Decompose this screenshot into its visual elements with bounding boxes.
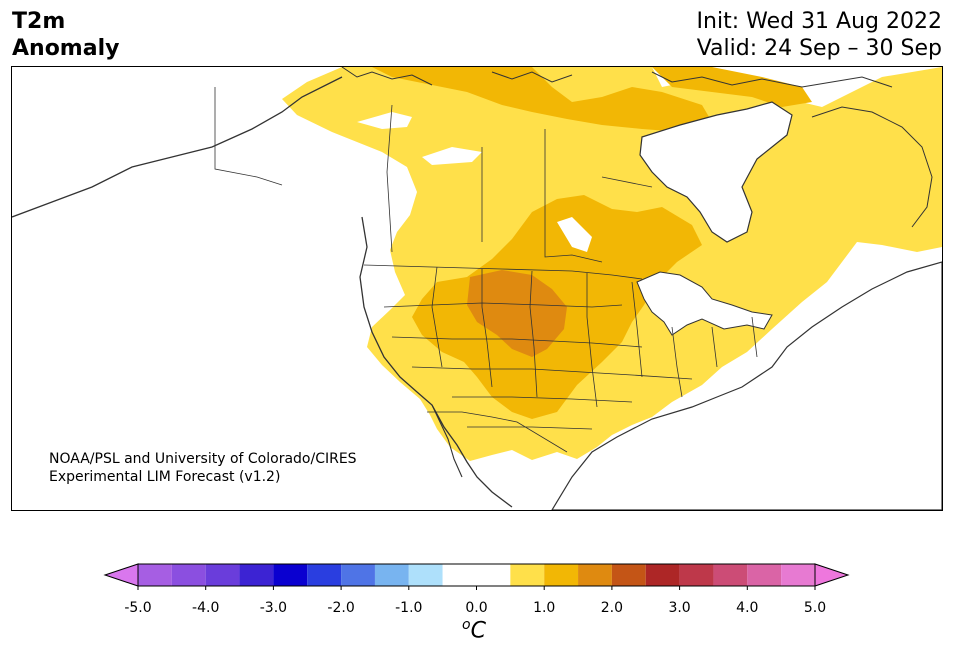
colorbar-under-arrow [103,563,139,587]
colorbar-tick-label: -2.0 [327,600,354,616]
anomaly-band-1-1p5-north [372,67,712,132]
title-line-2: Anomaly [12,36,120,61]
colorbar-bin-7 [374,564,409,586]
colorbar-bin-15 [679,564,714,586]
colorbar-bins [138,564,815,586]
valid-range: Valid: 24 Sep – 30 Sep [696,36,942,61]
pacific-coastline [12,76,513,508]
anomaly-band-1p5-2 [467,270,567,357]
colorbar-tick-label: -4.0 [192,600,219,616]
colorbar-bin-0 [138,564,172,586]
gulf-of-mexico [551,261,942,510]
arctic-coastlines [341,67,933,228]
colorbar-bin-9 [442,564,511,586]
colorbar-over-arrow [814,563,850,587]
map-svg [12,67,942,510]
colorbar-bin-10 [510,564,545,586]
colorbar-bin-11 [544,564,579,586]
admin-borders [214,87,758,453]
run-info: Init: Wed 31 Aug 2022 Valid: 24 Sep – 30… [697,8,942,62]
colorbar-bin-14 [645,564,680,586]
colorbar-tick-label: -5.0 [124,600,151,616]
title-line-1: T2m [12,9,66,34]
credit-text: NOAA/PSL and University of Colorado/CIRE… [49,450,357,486]
credit-line-1: NOAA/PSL and University of Colorado/CIRE… [49,451,357,467]
colorbar-unit: oC [462,617,486,643]
colorbar-bin-17 [747,564,782,586]
unit-letter: C [470,618,486,644]
colorbar-tick-label: 1.0 [533,600,555,616]
canada-lakes [357,112,592,252]
colorbar: -5.0 -4.0 -3.0 -2.0 -1.0 0.0 1.0 2.0 3.0 4.0 5.0 [103,563,850,616]
colorbar-tick-label: 3.0 [668,600,690,616]
colorbar-tick-label: 5.0 [804,600,826,616]
colorbar-tick-label: -1.0 [395,600,422,616]
colorbar-bin-6 [341,564,375,586]
chart-title: T2m Anomaly [12,8,119,62]
colorbar-bin-8 [408,564,443,586]
colorbar-bin-1 [171,564,206,586]
colorbar-bin-18 [781,564,815,586]
colorbar-bin-3 [239,564,274,586]
colorbar-bin-5 [307,564,342,586]
colorbar-bin-12 [578,564,612,586]
colorbar-bin-4 [273,564,308,586]
colorbar-bin-16 [713,564,748,586]
colorbar-tick-label: 0.0 [465,600,487,616]
baja-coastline [431,404,463,478]
anomaly-band-1-1p5-arctic [652,67,812,107]
colorbar-tick-label: -3.0 [260,600,287,616]
colorbar-ticks: -5.0 -4.0 -3.0 -2.0 -1.0 0.0 1.0 2.0 3.0 4.0 5.0 [124,586,826,616]
hudson-bay [639,101,793,243]
credit-line-2: Experimental LIM Forecast (v1.2) [49,469,281,485]
colorbar-tick-label: 2.0 [601,600,623,616]
colorbar-tick-label: 4.0 [736,600,758,616]
init-date: Init: Wed 31 Aug 2022 [696,9,942,34]
colorbar-bin-2 [205,564,240,586]
great-lakes [636,271,773,336]
anomaly-map: NOAA/PSL and University of Colorado/CIRE… [11,66,943,511]
colorbar-bin-13 [611,564,646,586]
degree-symbol: o [462,617,471,633]
